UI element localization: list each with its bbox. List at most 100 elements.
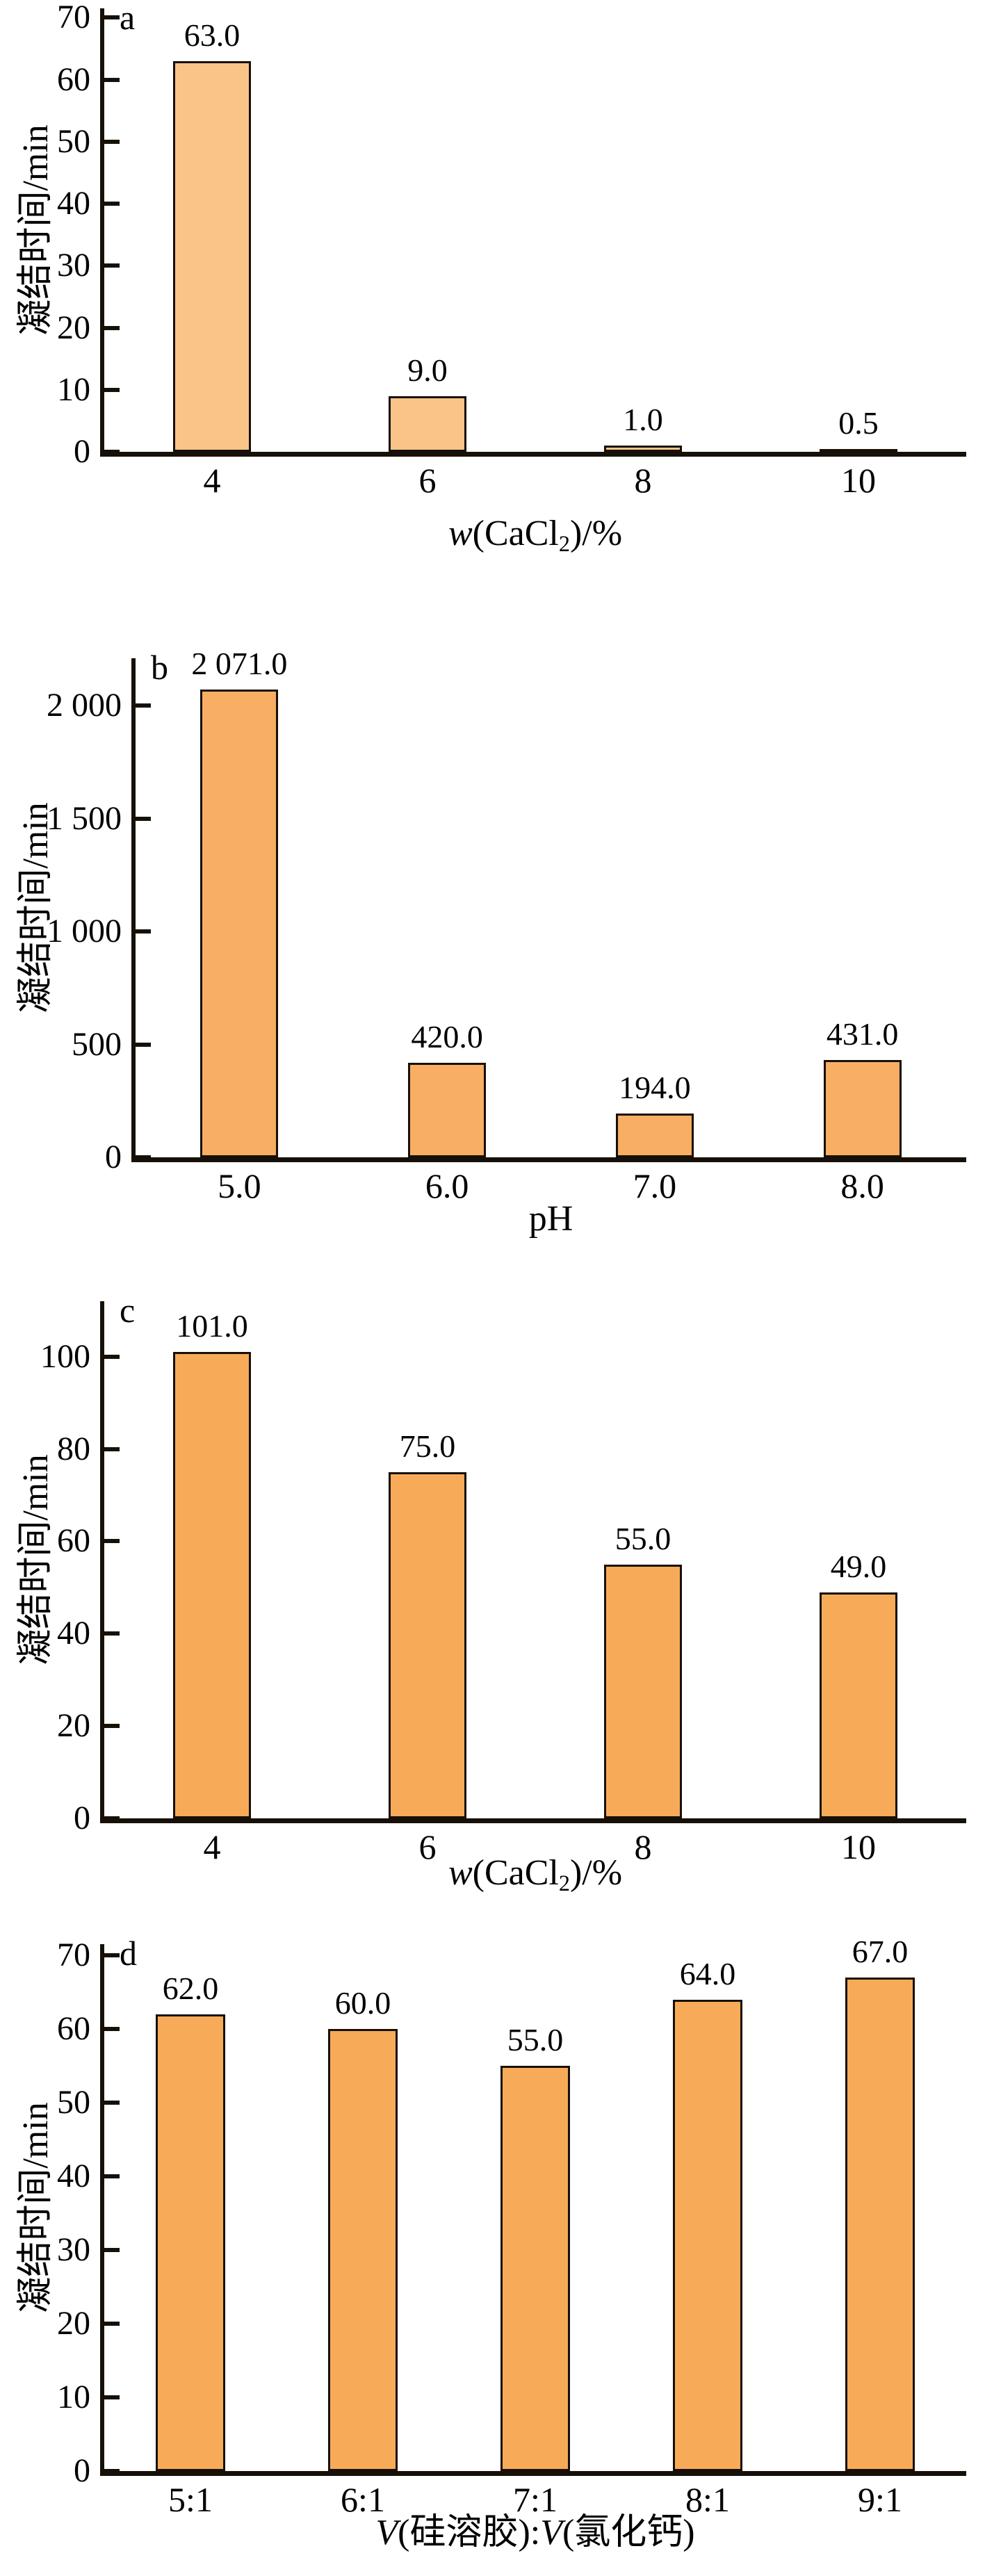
y-tick-label: 1 500: [47, 799, 122, 837]
x-tick-label: 6: [418, 1827, 437, 1866]
x-axis-line: [100, 2471, 966, 2476]
y-tick-mark: [136, 1042, 151, 1047]
y-tick-label: 70: [57, 0, 90, 36]
bar: [604, 1564, 682, 1818]
bar-value-label: 420.0: [411, 1018, 483, 1054]
x-axis-title-part: 2: [558, 1870, 570, 1896]
y-tick-label: 50: [57, 2083, 90, 2121]
x-axis-title-part: V: [375, 2513, 398, 2552]
y-tick-mark: [104, 2174, 120, 2178]
y-tick-mark: [136, 1155, 151, 1159]
x-axis-title-part: w: [448, 1853, 473, 1893]
x-tick-label: 10: [841, 1827, 876, 1866]
x-axis-line: [100, 452, 966, 457]
bar: [615, 1113, 694, 1157]
y-tick-label: 100: [40, 1337, 90, 1375]
y-tick-label: 10: [57, 2378, 90, 2415]
x-tick-label: 7:1: [513, 2480, 557, 2519]
bar-value-label: 60.0: [334, 1984, 391, 2021]
bar: [820, 448, 897, 453]
y-tick-mark: [104, 77, 120, 82]
x-tick-label: 4: [203, 461, 221, 500]
bar-value-label: 1.0: [623, 402, 663, 438]
x-axis-title-part: (硅溶胶):: [398, 2513, 541, 2552]
x-axis-title-part: (CaCl: [472, 514, 559, 553]
y-tick-mark: [136, 816, 151, 821]
bar: [408, 1062, 487, 1157]
y-tick-mark: [104, 1631, 120, 1636]
x-axis-title-part: 2: [558, 531, 570, 557]
y-tick-label: 60: [57, 1522, 90, 1560]
y-tick-label: 0: [105, 1139, 122, 1175]
y-tick-mark: [104, 1724, 120, 1729]
y-tick-label: 60: [57, 2010, 90, 2047]
bar-value-label: 63.0: [184, 17, 241, 53]
bar: [673, 1999, 742, 2471]
y-tick-mark: [136, 703, 151, 708]
bar: [823, 1059, 902, 1157]
y-tick-label: 30: [57, 2231, 90, 2268]
bar: [604, 446, 682, 452]
y-tick-mark: [104, 2026, 120, 2031]
x-tick-label: 8.0: [840, 1166, 884, 1205]
y-tick-label: 20: [57, 309, 90, 346]
y-tick-label: 40: [57, 1615, 90, 1652]
bar-value-label: 0.5: [838, 405, 879, 441]
x-axis-title-part: w: [448, 514, 473, 553]
x-axis-title: w(CaCl2)/%: [104, 516, 966, 555]
x-tick-label: 9:1: [858, 2480, 902, 2519]
y-tick-mark: [104, 1953, 120, 1957]
bar: [845, 1977, 915, 2471]
panel-letter: b: [151, 648, 168, 687]
y-tick-mark: [136, 929, 151, 934]
bar-value-label: 101.0: [176, 1308, 248, 1344]
bar: [389, 1472, 466, 1818]
bar-value-label: 431.0: [826, 1016, 899, 1052]
x-tick-label: 4: [203, 1827, 221, 1866]
x-axis-title-part: (氯化钙): [562, 2513, 695, 2552]
y-tick-label: 0: [74, 2452, 90, 2489]
bar-value-label: 75.0: [399, 1428, 456, 1464]
y-tick-mark: [104, 263, 120, 268]
x-axis-title: pH: [136, 1201, 966, 1237]
bar-value-label: 55.0: [507, 2021, 564, 2057]
panel-letter: c: [120, 1291, 136, 1330]
y-tick-mark: [104, 2469, 120, 2473]
panel-letter: d: [120, 1934, 137, 1973]
y-tick-mark: [104, 1816, 120, 1820]
bar-value-label: 62.0: [162, 1970, 219, 2006]
y-tick-mark: [104, 2321, 120, 2326]
y-axis-line: [100, 8, 104, 457]
bar-value-label: 9.0: [407, 352, 448, 388]
y-axis-line: [100, 1301, 104, 1823]
panel-letter: a: [120, 0, 136, 37]
bar-value-label: 67.0: [852, 1933, 909, 1969]
y-tick-label: 70: [57, 1936, 90, 1973]
y-tick-label: 1 000: [47, 913, 122, 950]
x-tick-label: 8: [634, 461, 652, 500]
bar-value-label: 49.0: [830, 1548, 887, 1584]
y-tick-label: 40: [57, 185, 90, 222]
y-tick-mark: [104, 15, 120, 20]
bar: [173, 1352, 251, 1818]
y-tick-label: 80: [57, 1430, 90, 1467]
x-axis-title-part: (CaCl: [472, 1853, 559, 1893]
panel-d: d 凝结时间/min 0 10 20 30 40 50 60 70 62.0 5:1 60.0 6:1…: [0, 1911, 985, 2576]
y-tick-mark: [104, 2395, 120, 2399]
bar: [500, 2065, 570, 2471]
plot-area: 0 10 20 30 40 50 60 70 62.0 5:1 60.0 6:1 55.0 7:1 64.0…: [0, 1911, 985, 2576]
x-axis-line: [100, 1818, 966, 1823]
y-tick-mark: [104, 450, 120, 454]
y-tick-mark: [104, 139, 120, 144]
x-axis-title-part: V: [540, 2513, 562, 2552]
y-tick-mark: [104, 202, 120, 206]
y-tick-label: 20: [57, 1707, 90, 1745]
x-axis-title: V(硅溶胶):V(氯化钙): [104, 2515, 966, 2551]
x-tick-label: 6: [418, 461, 437, 500]
plot-area: 0 10 20 30 40 50 60 70 63.0 4 9.0 6 1.0 8 0.5 10: [0, 0, 985, 619]
panel-c: c 凝结时间/min 0 20 40 60 80 100 101.0 4 75.0 6 55.0 8 4…: [0, 1263, 985, 1911]
x-tick-label: 5:1: [168, 2480, 213, 2519]
y-tick-mark: [104, 2247, 120, 2252]
x-axis-line: [131, 1157, 966, 1162]
